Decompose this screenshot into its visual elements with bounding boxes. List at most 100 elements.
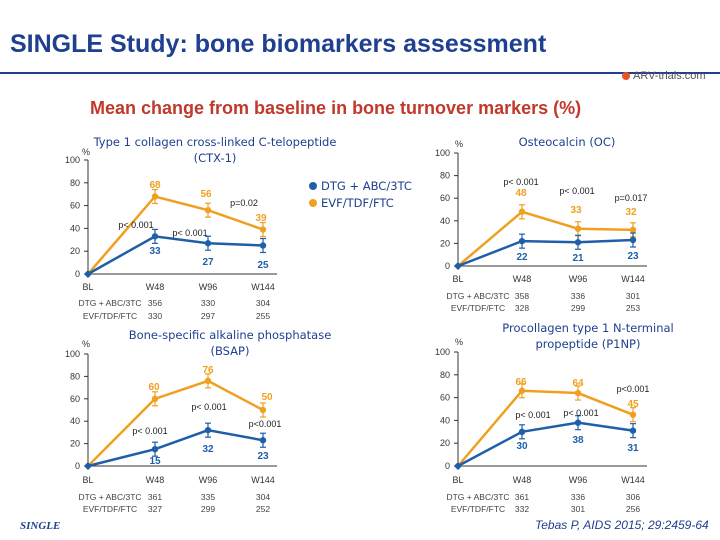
n-value-dtg: 330	[201, 298, 215, 308]
n-value-evf: 330	[148, 311, 162, 321]
n-row-label-evf: EVF/TDF/FTC	[451, 504, 505, 514]
p-value-label: p=0.02	[230, 198, 258, 208]
point-dtg	[574, 419, 582, 426]
x-tick-label: W48	[146, 475, 165, 485]
series-line-dtg	[87, 428, 264, 468]
series-line-evf	[87, 195, 264, 275]
point-evf	[574, 225, 582, 232]
n-row-label-evf: EVF/TDF/FTC	[83, 311, 137, 321]
point-evf	[518, 387, 526, 394]
n-value-evf: 327	[148, 504, 162, 514]
data-label-evf: 50	[261, 392, 273, 403]
p-value-label: p=0.017	[615, 193, 648, 203]
n-value-evf: 299	[201, 504, 215, 514]
x-tick-label: W48	[146, 282, 165, 292]
p-value-label: p< 0.001	[191, 402, 226, 412]
y-tick-label: 100	[435, 148, 450, 158]
chart-title-line: propeptide (P1NP)	[536, 337, 641, 351]
data-label-evf: 60	[148, 382, 160, 393]
slide-subtitle: Mean change from baseline in bone turnov…	[90, 98, 582, 118]
data-label-evf: 64	[572, 378, 584, 389]
point-evf	[151, 395, 159, 402]
n-row-label-evf: EVF/TDF/FTC	[451, 303, 505, 313]
chart-oc: Osteocalcin (OC)% 0 20 40 60 80 100 BL W48 W96 W14…	[435, 135, 647, 313]
y-unit-label: %	[455, 139, 463, 149]
point-dtg	[574, 239, 582, 246]
p-value-label: p< 0.001	[118, 220, 153, 230]
y-tick-label: 60	[440, 193, 450, 203]
data-label-evf: 45	[627, 399, 639, 410]
x-tick-label: W96	[199, 282, 218, 292]
point-evf	[629, 226, 637, 234]
series-line-dtg	[87, 235, 264, 276]
y-tick-label: 40	[440, 216, 450, 226]
y-unit-label: %	[82, 147, 90, 157]
y-tick-label: 100	[435, 347, 450, 357]
x-tick-label: W144	[251, 282, 275, 292]
x-tick-label: W96	[569, 274, 588, 284]
point-dtg	[518, 237, 526, 245]
data-label-dtg: 27	[202, 257, 214, 268]
y-tick-label: 80	[70, 178, 80, 188]
logo-dot-icon	[622, 72, 630, 81]
legend-label-dtg: DTG + ABC/3TC	[321, 179, 412, 193]
point-dtg	[151, 446, 159, 453]
n-value-evf: 256	[626, 504, 640, 514]
x-tick-label: BL	[82, 282, 93, 292]
point-evf	[518, 208, 526, 215]
x-tick-label: W144	[251, 475, 275, 485]
y-tick-label: 80	[70, 371, 80, 381]
x-tick-label: W144	[621, 274, 645, 284]
y-tick-label: 20	[70, 439, 80, 449]
data-label-evf: 33	[570, 205, 582, 216]
data-label-dtg: 22	[516, 252, 528, 263]
y-tick-label: 20	[70, 246, 80, 256]
data-label-evf: 56	[200, 189, 212, 200]
n-value-evf: 253	[626, 303, 640, 313]
n-value-dtg: 336	[571, 492, 585, 502]
y-tick-label: 100	[65, 155, 80, 165]
p-value-label: p< 0.001	[563, 408, 598, 418]
x-tick-label: W96	[199, 475, 218, 485]
point-dtg	[629, 427, 637, 434]
p-value-label: p< 0.001	[515, 410, 550, 420]
y-tick-label: 40	[440, 415, 450, 425]
y-unit-label: %	[455, 337, 463, 347]
x-tick-label: W48	[513, 274, 532, 284]
n-value-dtg: 304	[256, 298, 270, 308]
n-value-dtg: 335	[201, 492, 215, 502]
citation: Tebas P, AIDS 2015; 29:2459-64	[535, 518, 709, 532]
chart-title-line: (BSAP)	[211, 344, 250, 358]
legend-marker-evf	[309, 199, 317, 207]
point-dtg	[259, 437, 267, 444]
n-value-dtg: 356	[148, 298, 162, 308]
baseline-marker	[84, 462, 92, 470]
point-dtg	[518, 428, 526, 435]
n-value-evf: 299	[571, 303, 585, 313]
single-study-logo: SINGLE	[20, 520, 61, 532]
n-value-dtg: 358	[515, 291, 529, 301]
x-tick-label: W48	[513, 475, 532, 485]
y-tick-label: 0	[445, 461, 450, 471]
y-tick-label: 40	[70, 223, 80, 233]
p-value-label: p< 0.001	[559, 186, 594, 196]
x-tick-label: BL	[452, 274, 463, 284]
data-label-dtg: 23	[257, 451, 269, 462]
p-value-label: p<0.001	[249, 419, 282, 429]
y-tick-label: 0	[75, 461, 80, 471]
point-dtg	[204, 426, 212, 434]
x-tick-label: W144	[621, 475, 645, 485]
n-row-label-dtg: DTG + ABC/3TC	[446, 291, 509, 301]
arv-trials-logo: ARV-trials.com	[622, 70, 706, 82]
n-row-label-dtg: DTG + ABC/3TC	[446, 492, 509, 502]
chart-ctx: Type 1 collagen cross-linked C-telopepti…	[65, 135, 336, 321]
point-evf	[204, 206, 212, 214]
series-line-dtg	[457, 238, 634, 268]
y-tick-label: 80	[440, 171, 450, 181]
slide-title: SINGLE Study: bone biomarkers assessment	[10, 30, 547, 58]
legend: DTG + ABC/3TC EVF/TDF/FTC	[309, 179, 412, 210]
chart-title-line: Procollagen type 1 N-terminal	[502, 321, 673, 335]
logo-text: ARV-trials.com	[633, 70, 706, 82]
data-label-dtg: 25	[257, 260, 269, 271]
n-value-dtg: 336	[571, 291, 585, 301]
